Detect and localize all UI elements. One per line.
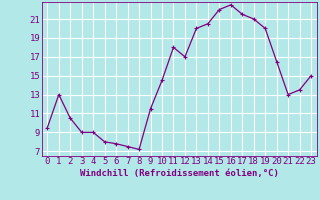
X-axis label: Windchill (Refroidissement éolien,°C): Windchill (Refroidissement éolien,°C) (80, 169, 279, 178)
